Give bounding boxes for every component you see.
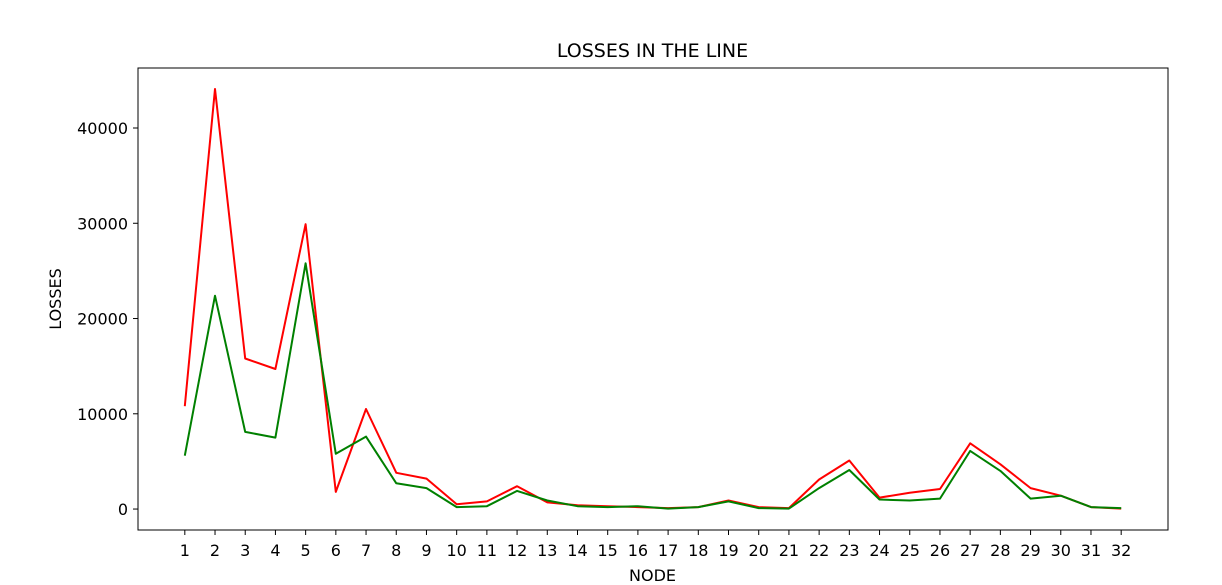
y-tick-label: 40000 [77,119,128,138]
x-tick-label: 29 [1020,541,1040,560]
x-tick-label: 16 [628,541,648,560]
plot-lines [183,88,1122,510]
y-tick-label: 20000 [77,310,128,329]
y-axis-ticks: 0 10000 20000 30000 40000 [77,119,138,519]
x-tick-label: 12 [507,541,527,560]
x-tick-label: 20 [749,541,769,560]
x-tick-label: 15 [598,541,618,560]
y-tick-label: 10000 [77,405,128,424]
x-tick-label: 23 [839,541,859,560]
x-tick-label: 8 [391,541,401,560]
x-tick-label: 10 [446,541,466,560]
x-axis-label: NODE [629,566,676,585]
x-tick-label: 17 [658,541,678,560]
x-tick-label: 21 [779,541,799,560]
x-tick-label: 6 [331,541,341,560]
x-tick-label: 19 [718,541,738,560]
x-tick-label: 18 [688,541,708,560]
x-tick-label: 24 [869,541,889,560]
x-tick-label: 27 [960,541,980,560]
x-tick-label: 4 [270,541,280,560]
x-tick-label: 5 [301,541,311,560]
x-tick-label: 1 [180,541,190,560]
series-line-2 [183,262,1122,510]
x-tick-label: 3 [240,541,250,560]
x-tick-label: 13 [537,541,557,560]
x-axis-ticks: 1 2 3 4 5 6 7 8 9 10 11 12 13 14 15 16 17 18 19 20 21 22 23 24 2… [180,530,1131,560]
y-tick-label: 0 [118,500,128,519]
y-axis-label: LOSSES [46,268,65,330]
x-tick-label: 30 [1051,541,1071,560]
plot-frame [137,67,1169,531]
x-tick-label: 9 [421,541,431,560]
series-line-1 [183,88,1122,510]
x-tick-label: 11 [477,541,497,560]
chart-title: LOSSES IN THE LINE [557,40,748,62]
x-tick-label: 14 [567,541,587,560]
x-tick-label: 7 [361,541,371,560]
x-tick-label: 25 [900,541,920,560]
x-tick-label: 26 [930,541,950,560]
x-tick-label: 2 [210,541,220,560]
y-tick-label: 30000 [77,214,128,233]
x-tick-label: 22 [809,541,829,560]
x-tick-label: 28 [990,541,1010,560]
x-tick-label: 32 [1111,541,1131,560]
x-tick-label: 31 [1081,541,1101,560]
